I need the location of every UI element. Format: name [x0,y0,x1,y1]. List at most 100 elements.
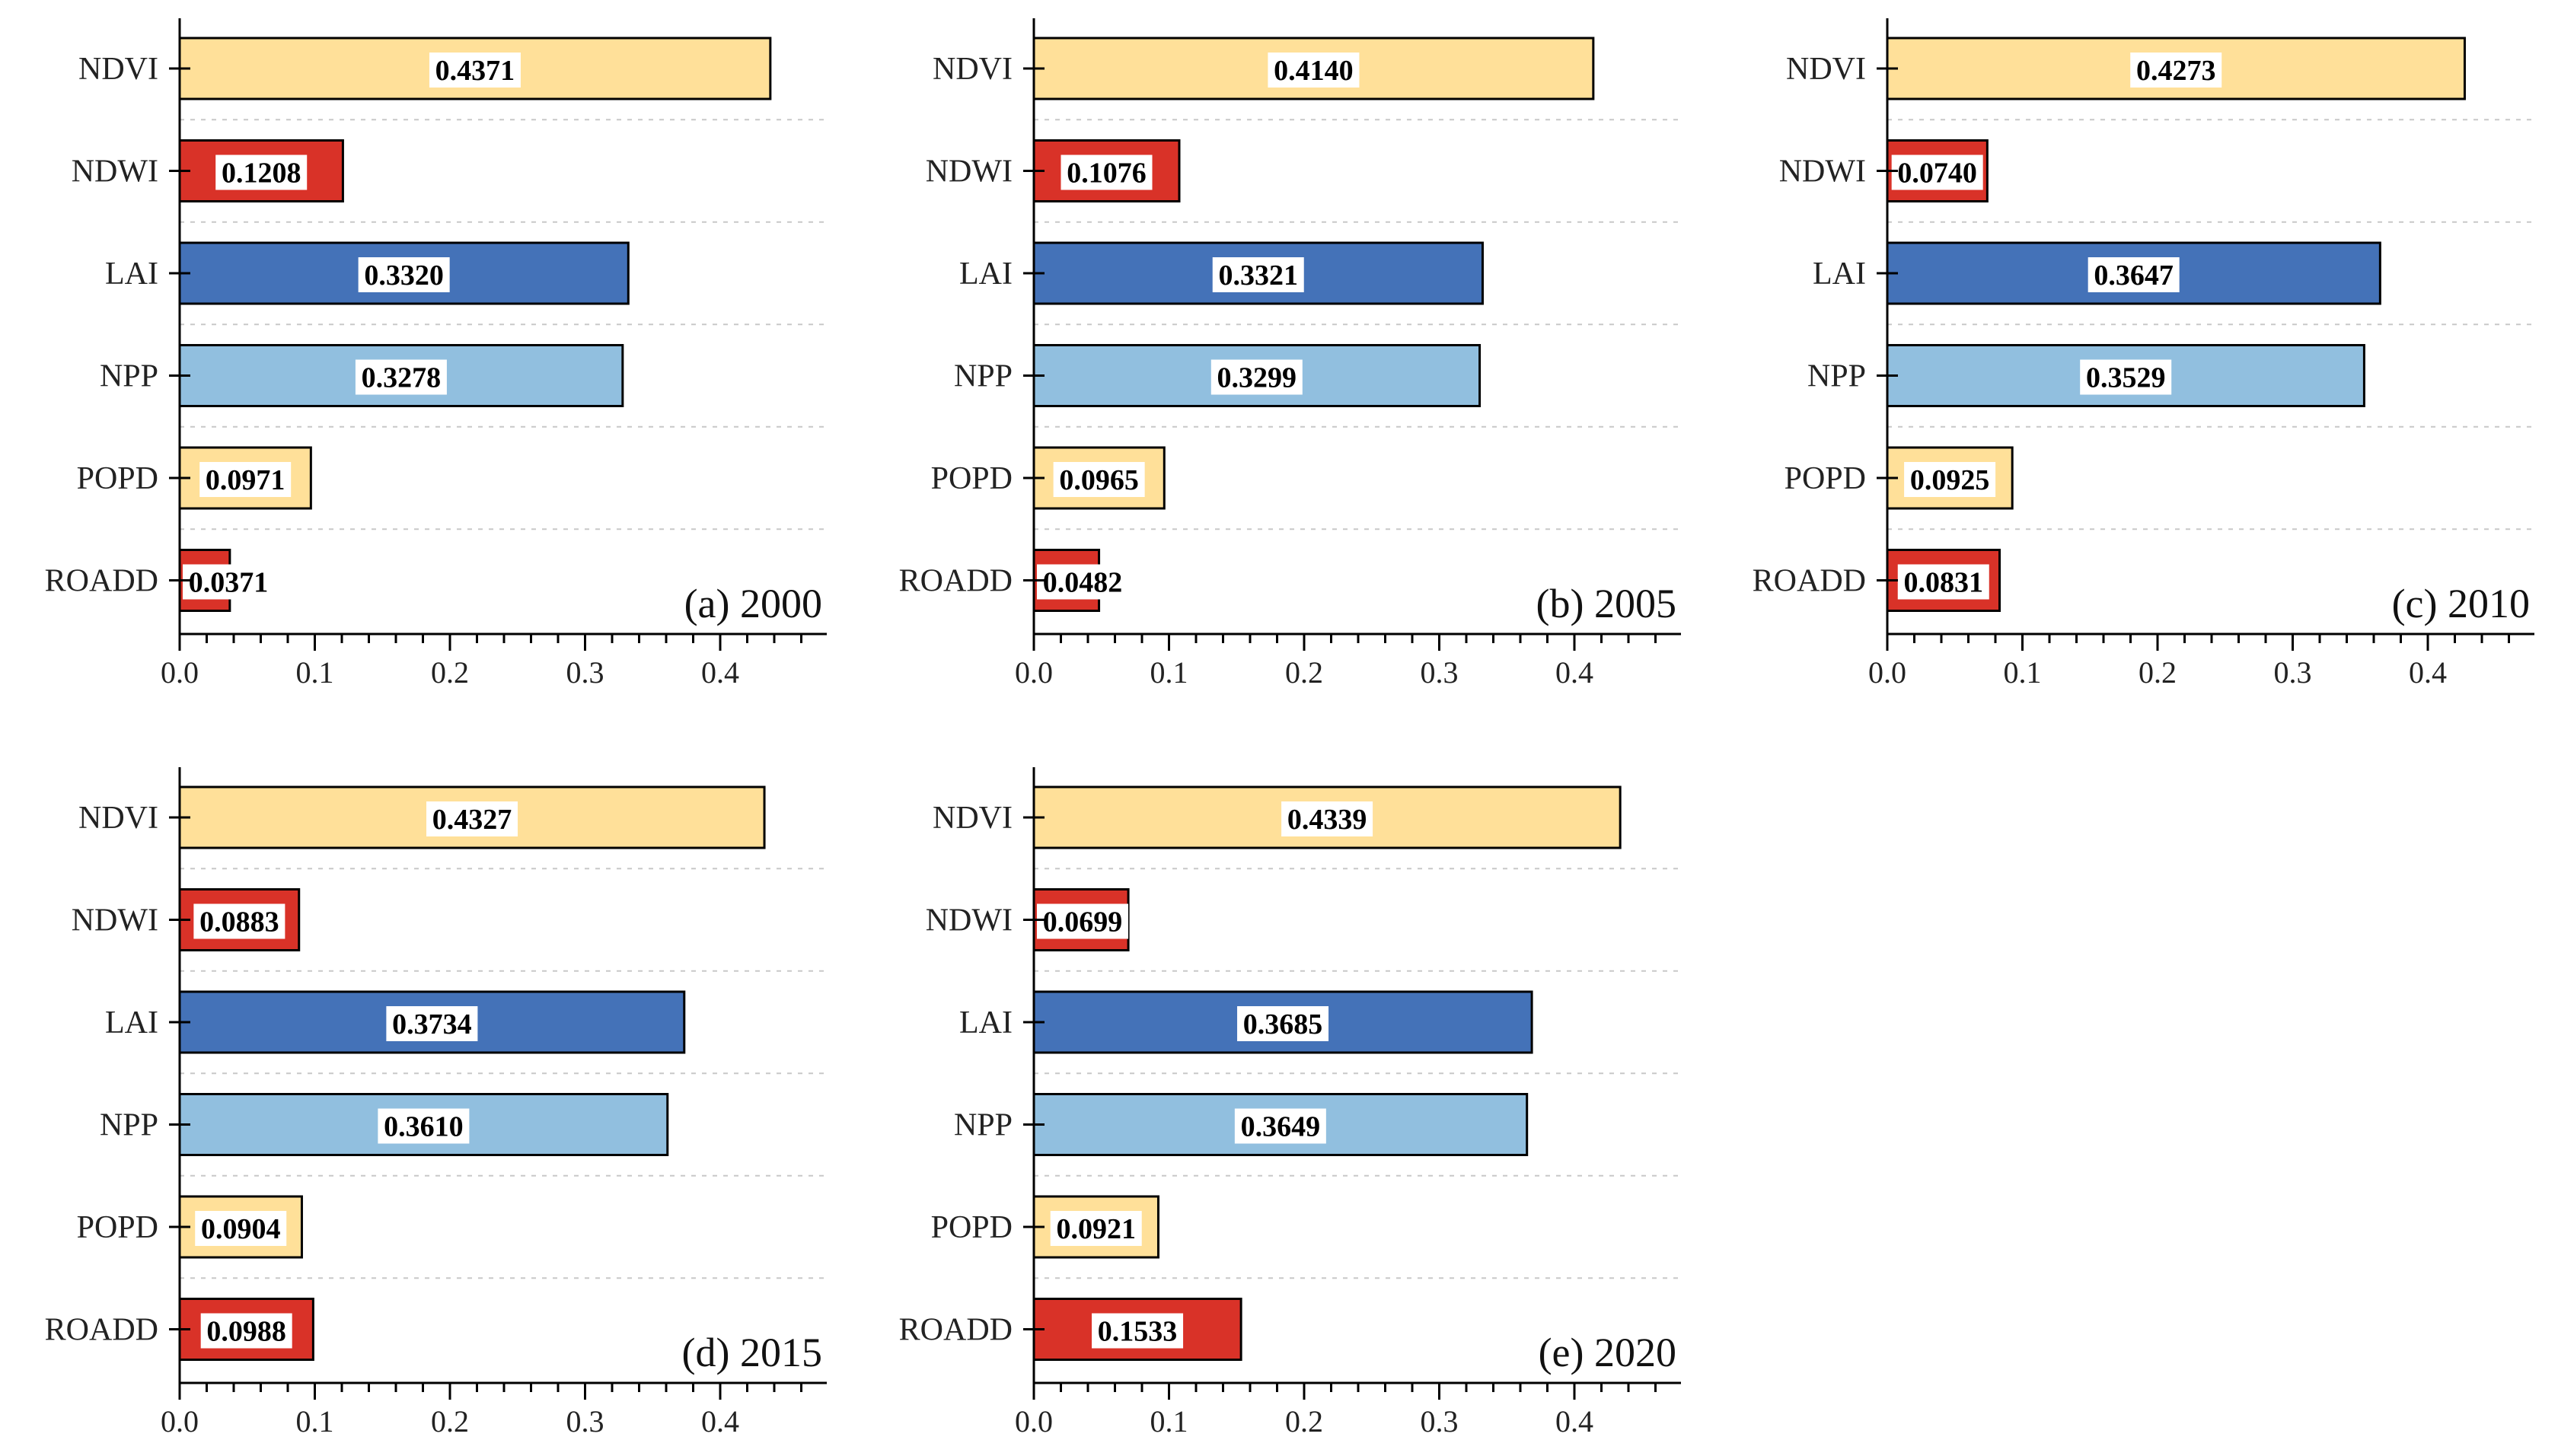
x-tick-label: 0.2 [431,655,469,690]
value-label-box [378,1108,470,1144]
chart-panel-1: 0.4371 NDVI 0.1208 NDWI 0.3320 LAI 0.3278 NPP 0.… [45,18,827,690]
category-label-roadd: ROADD [899,564,1013,599]
category-label-ndwi: NDWI [72,155,158,190]
category-label-lai: LAI [959,1005,1013,1040]
x-tick-label: 0.3 [2274,655,2312,690]
x-tick-label: 0.4 [1555,1404,1593,1438]
value-label-box [1897,564,1989,600]
value-label-ndwi: 0.1208 [222,158,301,190]
panel-title: (b) 2005 [1536,581,1676,626]
x-tick-label: 0.4 [701,1404,739,1438]
category-label-popd: POPD [77,1210,158,1245]
value-label-box [2080,359,2172,395]
value-label-roadd: 0.0988 [206,1316,286,1348]
value-label-ndvi: 0.4273 [2136,55,2216,87]
value-label-box [1904,462,1996,497]
category-label-lai: LAI [959,256,1013,292]
value-label-box [2088,257,2180,292]
value-label-lai: 0.3685 [1243,1008,1323,1040]
value-label-roadd: 0.0482 [1043,567,1123,599]
value-label-roadd: 0.0371 [189,567,269,599]
value-label-box [1092,1313,1184,1349]
value-label-box [2130,53,2222,88]
value-label-npp: 0.3649 [1241,1111,1321,1143]
value-label-npp: 0.3278 [362,362,442,394]
category-label-lai: LAI [1813,256,1866,292]
x-tick-label: 0.2 [2139,655,2177,690]
value-label-ndwi: 0.1076 [1067,158,1147,190]
chart-panel-5: 0.4339 NDVI 0.0699 NDWI 0.3685 LAI 0.3649 NPP 0.… [899,767,1681,1438]
value-label-lai: 0.3647 [2094,260,2174,292]
category-label-popd: POPD [931,1210,1013,1245]
x-tick-label: 0.0 [161,655,199,690]
value-label-box [200,1313,292,1349]
value-label-npp: 0.3610 [384,1111,464,1143]
x-tick-label: 0.1 [1150,1404,1188,1438]
category-label-popd: POPD [77,461,158,496]
value-label-ndwi: 0.0699 [1043,906,1123,938]
category-label-lai: LAI [105,1005,158,1040]
category-label-npp: NPP [100,1108,158,1143]
category-label-popd: POPD [1785,461,1866,496]
x-tick-label: 0.2 [1285,1404,1323,1438]
value-label-box [1281,801,1373,836]
value-label-ndvi: 0.4140 [1274,55,1354,87]
x-tick-label: 0.1 [296,655,334,690]
category-label-ndwi: NDWI [72,903,158,938]
category-label-roadd: ROADD [45,1313,158,1348]
x-tick-label: 0.0 [1015,1404,1053,1438]
category-label-roadd: ROADD [899,1313,1013,1348]
chart-panel-4: 0.4327 NDVI 0.0883 NDWI 0.3734 LAI 0.3610 NPP 0.… [45,767,827,1438]
value-label-box [183,564,274,600]
x-tick-label: 0.2 [431,1404,469,1438]
value-label-box [1061,155,1153,190]
panel-title: (e) 2020 [1539,1330,1676,1375]
bar-ndwi [1032,139,1181,202]
category-label-npp: NPP [954,1108,1013,1143]
category-label-npp: NPP [100,359,158,394]
value-label-popd: 0.0921 [1056,1213,1136,1245]
category-label-lai: LAI [105,256,158,292]
x-tick-label: 0.0 [1015,655,1053,690]
value-label-ndwi: 0.0740 [1897,158,1977,190]
value-label-box [1237,1006,1329,1041]
value-label-box [1891,155,1983,190]
value-label-box [429,53,521,88]
x-tick-label: 0.0 [161,1404,199,1438]
x-tick-label: 0.3 [566,1404,604,1438]
value-label-npp: 0.3529 [2086,362,2166,394]
value-label-box [1037,564,1128,600]
x-tick-label: 0.0 [1868,655,1906,690]
value-label-popd: 0.0971 [206,464,285,496]
value-label-box [1050,1211,1142,1246]
category-label-ndwi: NDWI [1779,155,1866,190]
category-label-roadd: ROADD [45,564,158,599]
x-tick-label: 0.1 [296,1404,334,1438]
value-label-ndwi: 0.0883 [199,906,279,938]
value-label-box [193,903,285,939]
category-label-ndvi: NDVI [1786,52,1866,87]
value-label-lai: 0.3320 [364,260,444,292]
x-tick-label: 0.3 [566,655,604,690]
x-tick-label: 0.1 [1150,655,1188,690]
value-label-lai: 0.3321 [1218,260,1298,292]
category-label-ndvi: NDVI [933,52,1013,87]
value-label-ndvi: 0.4371 [435,55,515,87]
value-label-roadd: 0.1533 [1098,1316,1178,1348]
panel-title: (c) 2010 [2392,581,2530,626]
x-tick-label: 0.3 [1421,655,1459,690]
value-label-box [426,801,518,836]
panel-title: (a) 2000 [684,581,822,626]
value-label-popd: 0.0965 [1059,464,1139,496]
value-label-box [1234,1108,1326,1144]
value-label-popd: 0.0904 [201,1213,281,1245]
value-label-box [199,462,292,497]
category-label-npp: NPP [954,359,1013,394]
chart-panel-2: 0.4140 NDVI 0.1076 NDWI 0.3321 LAI 0.3299 NPP 0.… [899,18,1681,690]
category-label-ndvi: NDVI [78,801,158,836]
value-label-box [1210,359,1303,395]
category-label-ndwi: NDWI [926,155,1013,190]
value-label-ndvi: 0.4339 [1287,804,1367,836]
category-label-ndvi: NDVI [933,801,1013,836]
